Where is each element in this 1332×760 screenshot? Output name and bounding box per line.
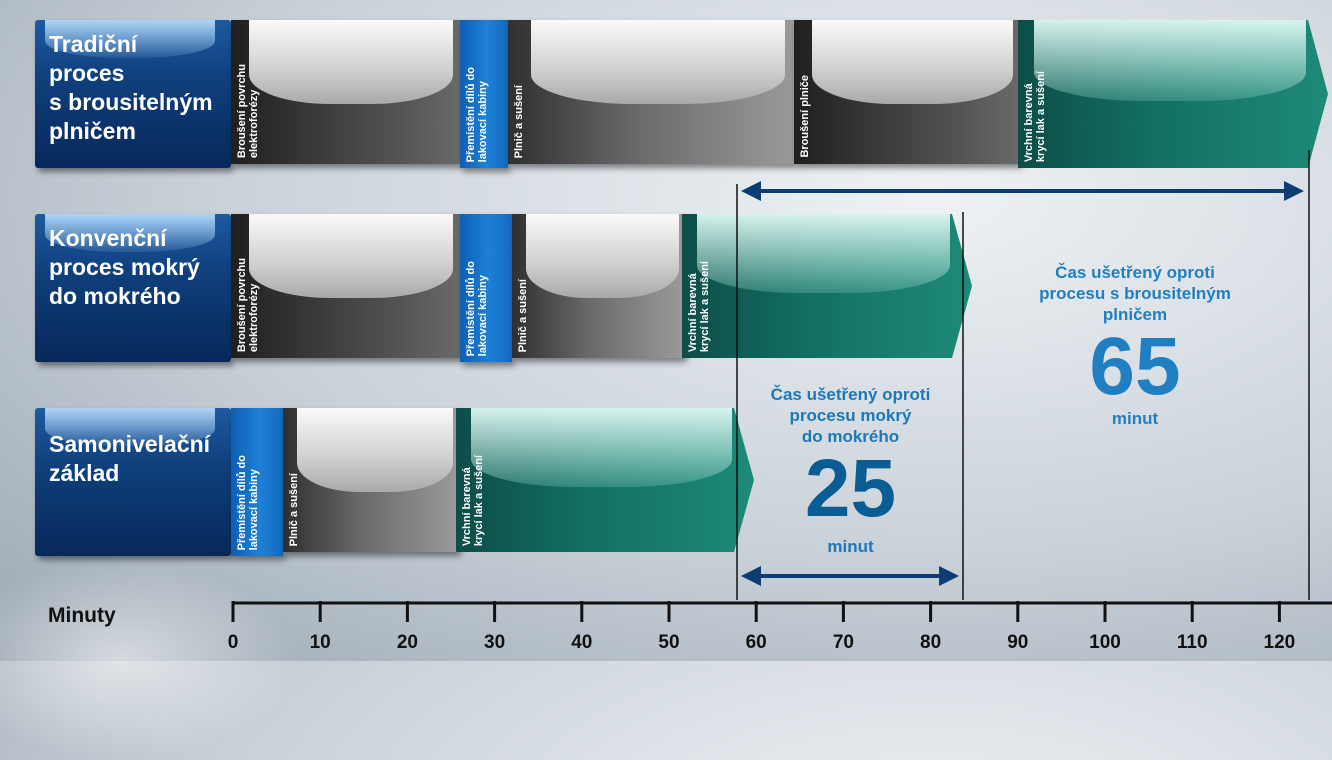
saved-time-25-value: 25 [804, 443, 897, 534]
axis-tick-label-110: 110 [1176, 632, 1208, 653]
segment-row2-topcoat: Vrchní barevná krycí lak a sušení [682, 214, 972, 358]
axis-tick-label-60: 60 [745, 632, 767, 653]
row-label-traditional-text: Tradiční proces s brousitelným plničem [49, 31, 213, 144]
segment-row3-transfer: Přemístění dílů do lakovací kabiny [231, 408, 283, 556]
row-label-wet-on-wet-text: Konvenční proces mokrý do mokrého [49, 225, 200, 309]
axis-tick-label-90: 90 [1007, 632, 1029, 653]
time-axis [231, 601, 1332, 622]
saved-time-25-unit: minut [827, 537, 874, 556]
segment-row3-topcoat: Vrchní barevná krycí lak a sušení [456, 408, 754, 552]
saved-time-25: Čas ušetřený oproti procesu mokrý do mok… [738, 384, 963, 557]
segment-row1-primer-drying: Plnič a sušení [508, 20, 794, 164]
segment-row1-primer-sanding: Broušení plniče [794, 20, 1020, 164]
segment-row2-sanding-ecoat: Broušení povrchu elektroforézy [231, 214, 460, 358]
axis-tick-label-40: 40 [571, 632, 593, 653]
axis-tick-label-0: 0 [227, 632, 239, 653]
saved-time-65-value: 65 [1089, 321, 1181, 412]
segment-row1-transfer: Přemístění dílů do lakovací kabiny [460, 20, 508, 168]
axis-tick-label-120: 120 [1263, 632, 1296, 653]
axis-title: Minuty [48, 604, 116, 627]
segment-row1-topcoat: Vrchní barevná krycí lak a sušení [1018, 20, 1328, 168]
axis-tick-label-20: 20 [396, 632, 418, 653]
axis-tick-label-70: 70 [832, 632, 854, 653]
axis-tick-label-100: 100 [1089, 632, 1121, 653]
saved-time-65: Čas ušetřený oproti procesu s brousiteln… [1010, 262, 1260, 429]
diagram-overlay [231, 150, 1332, 622]
saved-time-65-title: Čas ušetřený oproti procesu s brousiteln… [1039, 263, 1231, 324]
row-label-self-leveling: Samonivelační základ [35, 408, 231, 556]
row-label-self-leveling-text: Samonivelační základ [49, 431, 211, 486]
axis-tick-label-80: 80 [920, 632, 942, 653]
row-label-wet-on-wet: Konvenční proces mokrý do mokrého [35, 214, 231, 362]
segment-row2-primer-drying: Plnič a sušení [512, 214, 684, 358]
axis-tick-label-10: 10 [309, 632, 331, 653]
saved-time-65-unit: minut [1111, 409, 1159, 428]
row-label-traditional: Tradiční proces s brousitelným plničem [35, 20, 231, 168]
segment-row3-primer-drying: Plnič a sušení [283, 408, 458, 552]
axis-tick-label-30: 30 [484, 632, 506, 653]
segment-row1-sanding-ecoat: Broušení povrchu elektroforézy [231, 20, 460, 164]
segment-row2-transfer: Přemístění dílů do lakovací kabiny [460, 214, 512, 362]
axis-tick-label-50: 50 [658, 632, 680, 653]
saved-time-25-title: Čas ušetřený oproti procesu mokrý do mok… [770, 385, 931, 446]
